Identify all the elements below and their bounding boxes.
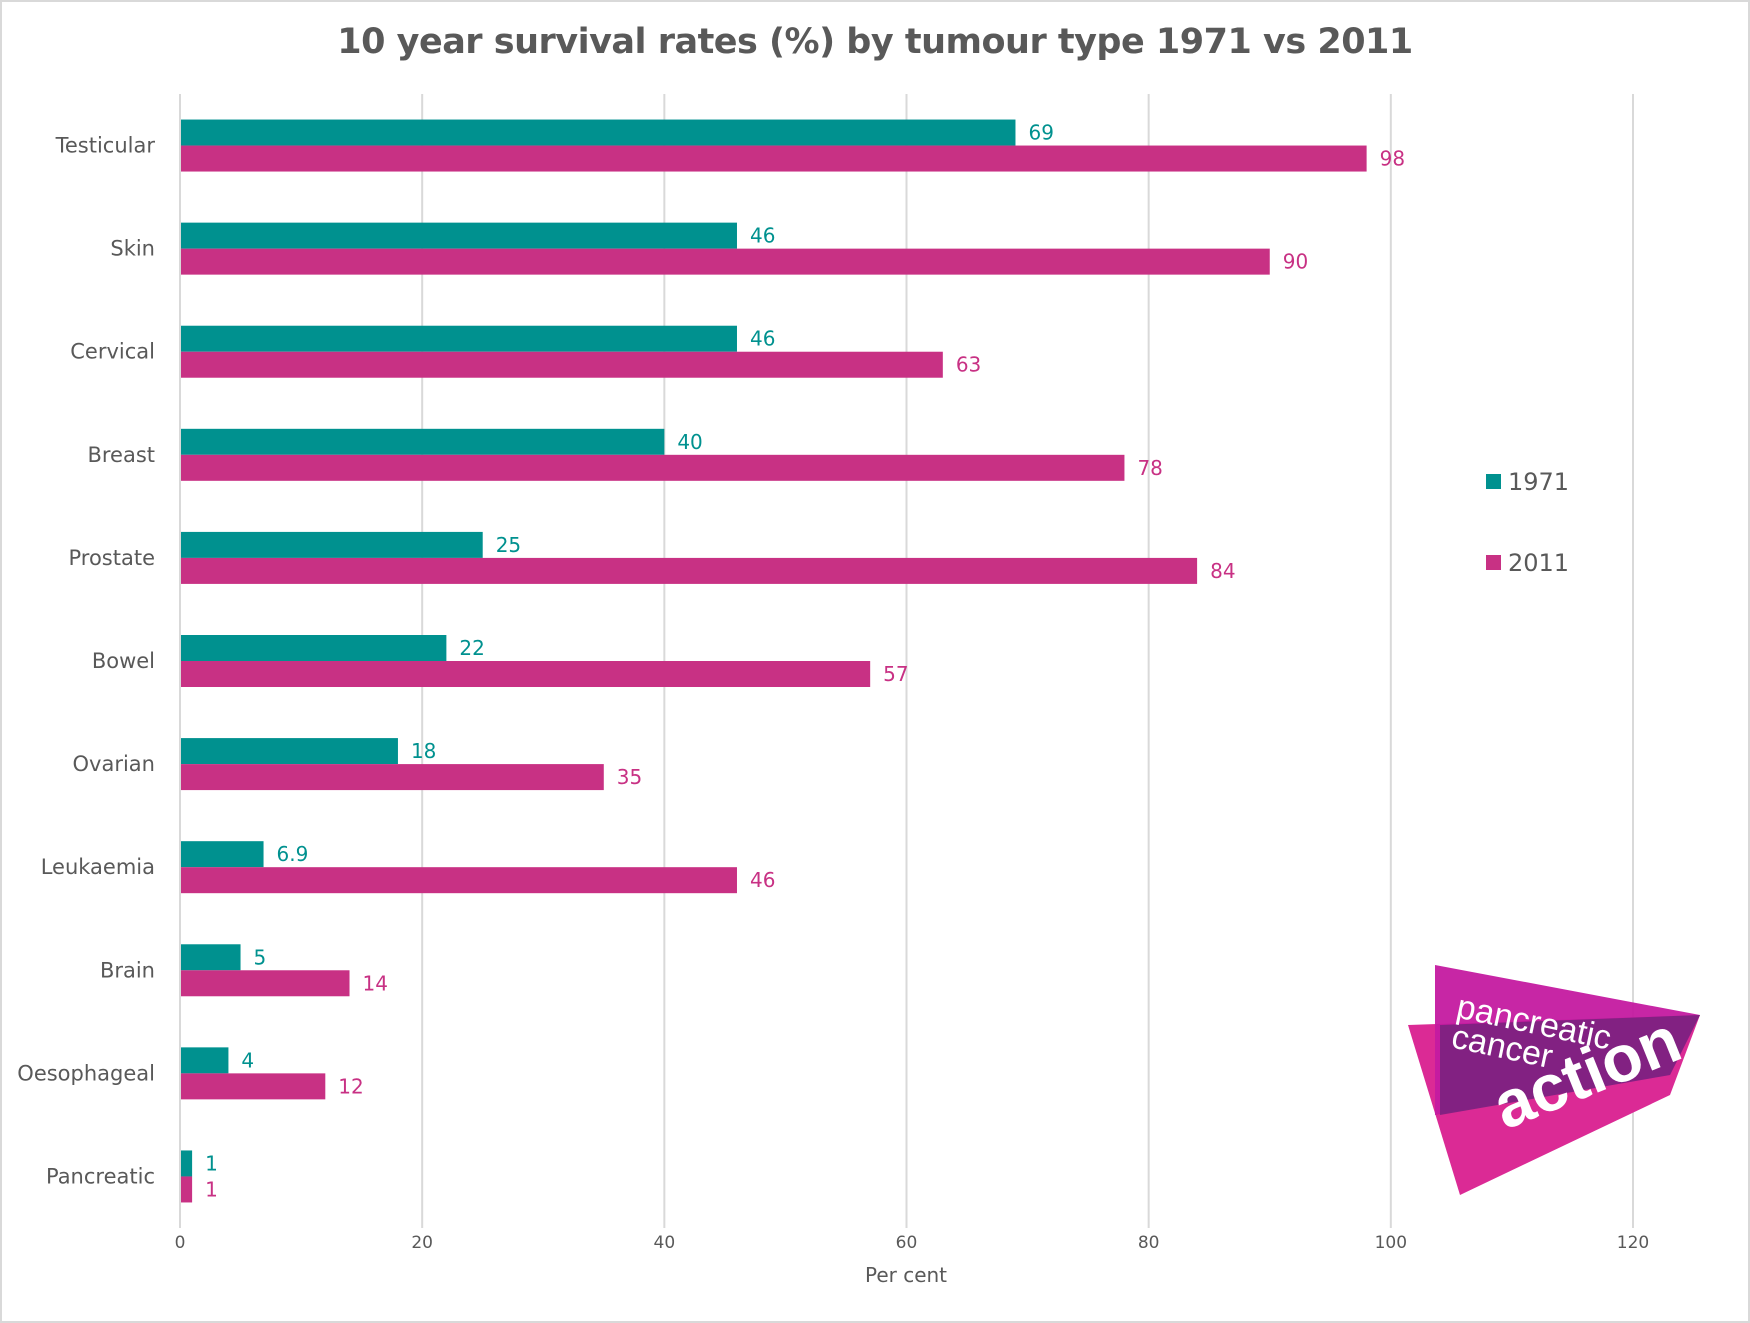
data-label-1971: 25: [496, 533, 521, 557]
data-label-1971: 22: [459, 636, 484, 660]
legend: 1971 2011: [1486, 468, 1569, 577]
x-tick-label: 60: [896, 1233, 918, 1253]
bar-1971: [181, 531, 483, 558]
category-label: Brain: [100, 958, 155, 982]
bar-1971: [181, 222, 737, 249]
tick-labels: 0 20 40 60 80 100 120: [175, 1233, 1650, 1253]
bar-2011: [181, 454, 1125, 481]
bar-1971: [181, 841, 264, 868]
x-tick-label: 120: [1617, 1233, 1649, 1253]
x-tick-label: 0: [175, 1233, 186, 1253]
bar-1971: [181, 1047, 229, 1074]
category-label: Skin: [110, 237, 155, 261]
bar-2011: [181, 970, 350, 997]
bars: [181, 119, 1367, 1203]
bar-1971: [181, 944, 241, 971]
data-label-1971: 46: [750, 327, 775, 351]
data-label-2011: 84: [1210, 559, 1235, 583]
category-label: Leukaemia: [41, 855, 155, 879]
bar-2011: [181, 248, 1270, 275]
x-tick-label: 40: [654, 1233, 676, 1253]
bar-1971: [181, 428, 665, 455]
bar-2011: [181, 145, 1367, 172]
x-tick-label: 20: [411, 1233, 433, 1253]
category-label: Pancreatic: [46, 1164, 155, 1188]
legend-label-2011: 2011: [1508, 549, 1569, 577]
bar-2011: [181, 1073, 326, 1100]
chart-title: 10 year survival rates (%) by tumour typ…: [337, 22, 1413, 62]
pancreatic-cancer-action-logo: pancreatic cancer action: [1408, 965, 1700, 1195]
data-label-2011: 98: [1380, 147, 1405, 171]
data-label-2011: 35: [617, 765, 642, 789]
data-label-2011: 14: [363, 971, 388, 995]
category-labels: Testicular Skin Cervical Breast Prostate Bowe…: [17, 134, 155, 1189]
data-label-1971: 6.9: [277, 842, 309, 866]
data-label-1971: 1: [205, 1151, 218, 1175]
data-label-1971: 4: [241, 1048, 254, 1072]
bar-1971: [181, 738, 398, 765]
category-label: Oesophageal: [17, 1061, 155, 1085]
legend-swatch-2011: [1486, 555, 1501, 570]
legend-swatch-1971: [1486, 474, 1501, 489]
x-tick-label: 80: [1138, 1233, 1160, 1253]
bar-2011: [181, 867, 737, 894]
bar-2011: [181, 351, 943, 378]
category-label: Testicular: [55, 134, 156, 158]
bar-2011: [181, 661, 871, 687]
data-label-2011: 63: [956, 353, 981, 377]
bar-1971: [181, 119, 1016, 146]
data-label-2011: 78: [1137, 456, 1162, 480]
category-label: Prostate: [68, 546, 155, 570]
legend-label-1971: 1971: [1508, 468, 1569, 496]
data-label-1971: 5: [254, 945, 267, 969]
data-label-2011: 90: [1283, 250, 1308, 274]
data-label-2011: 12: [338, 1074, 363, 1098]
data-labels: 69 98 46 90 46 63 40 78 25 84 22 57 18 35 6.9 46 5 14 4 12 1…: [205, 121, 1405, 1202]
bar-1971: [181, 325, 737, 352]
bar-1971: [181, 635, 447, 661]
bar-2011: [181, 764, 604, 791]
category-label: Ovarian: [73, 752, 155, 776]
bar-2011: [181, 557, 1198, 584]
bar-2011: [181, 1176, 193, 1203]
category-label: Breast: [87, 443, 155, 467]
data-label-2011: 1: [205, 1177, 218, 1201]
data-label-1971: 69: [1028, 121, 1053, 145]
data-label-1971: 18: [411, 739, 436, 763]
logo-shape-purple: [1440, 1015, 1700, 1115]
data-label-1971: 46: [750, 224, 775, 248]
data-label-2011: 57: [883, 662, 908, 686]
x-tick-label: 100: [1375, 1233, 1407, 1253]
category-label: Bowel: [92, 649, 155, 673]
data-label-1971: 40: [677, 430, 702, 454]
bar-1971: [181, 1150, 193, 1177]
x-axis-title: Per cent: [865, 1263, 947, 1287]
data-label-2011: 46: [750, 868, 775, 892]
category-label: Cervical: [70, 340, 155, 364]
